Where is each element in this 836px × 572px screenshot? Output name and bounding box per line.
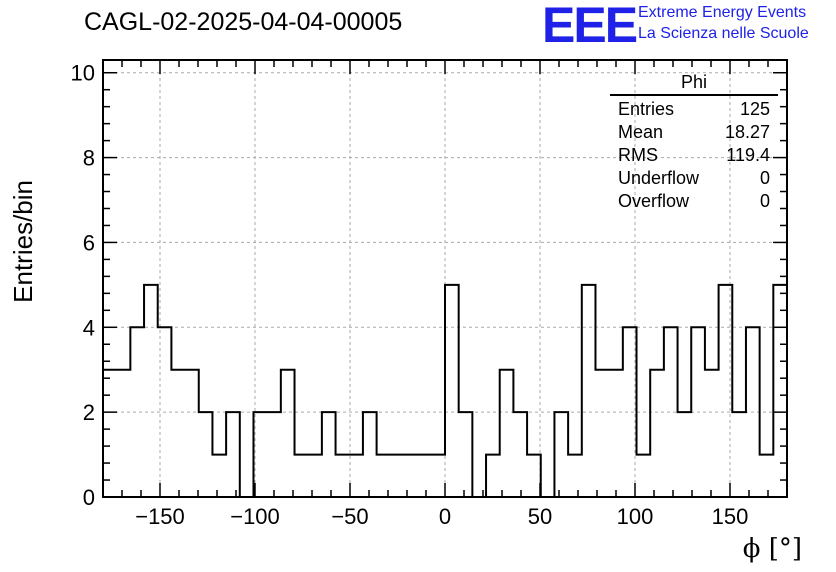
stats-label: Entries [618,99,675,119]
y-tick-label: 8 [83,146,95,171]
stats-row: Entries 125 [610,98,778,121]
stats-row: Overflow 0 [610,190,778,213]
stats-value: 0 [759,191,770,211]
x-tick-label: −100 [230,504,280,529]
y-tick-label: 4 [83,315,95,340]
stats-label: Mean [618,122,664,142]
chart-title: CAGL-02-2025-04-04-00005 [84,8,403,36]
histogram-line [102,283,788,498]
stats-value: 119.4 [726,145,770,165]
stats-box: Phi Entries 125 Mean 18.27 RMS 119.4 Underflow… [610,72,778,213]
stats-value: 0 [759,168,770,188]
logo-line-2: La Scienza nelle Scuole [638,25,809,42]
stats-label: RMS [618,145,658,165]
y-tick-label: 10 [71,61,95,86]
stats-row: RMS 119.4 [610,144,778,167]
logo-line-1: Extreme Energy Events [638,4,807,21]
x-axis-label: ϕ [°] [742,534,802,564]
y-tick-label: 2 [83,400,95,425]
x-tick-label: −150 [135,504,185,529]
stats-label: Overflow [618,191,690,211]
x-tick-label: 150 [712,504,749,529]
x-tick-label: 100 [617,504,654,529]
stats-label: Underflow [618,168,700,188]
x-tick-label: 50 [528,504,552,529]
x-tick-label: −50 [331,504,368,529]
stats-value: 18.27 [724,122,770,142]
x-tick-label: 0 [439,504,451,529]
y-tick-label: 6 [83,230,95,255]
stats-rows: Entries 125 Mean 18.27 RMS 119.4 Underflow 0 Ove… [610,98,778,213]
stats-row: Mean 18.27 [610,121,778,144]
stats-row: Underflow 0 [610,167,778,190]
y-tick-label: 0 [83,485,95,510]
eee-logo: EEE [542,0,638,53]
stats-name: Phi [610,72,778,96]
stats-value: 125 [739,99,770,119]
